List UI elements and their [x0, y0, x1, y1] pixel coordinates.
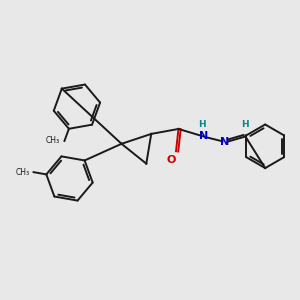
Text: N: N: [199, 131, 208, 141]
Text: O: O: [167, 155, 176, 165]
Text: H: H: [198, 120, 206, 129]
Text: H: H: [242, 120, 249, 129]
Text: CH₃: CH₃: [16, 168, 30, 177]
Text: CH₃: CH₃: [46, 136, 60, 146]
Text: N: N: [220, 137, 229, 147]
